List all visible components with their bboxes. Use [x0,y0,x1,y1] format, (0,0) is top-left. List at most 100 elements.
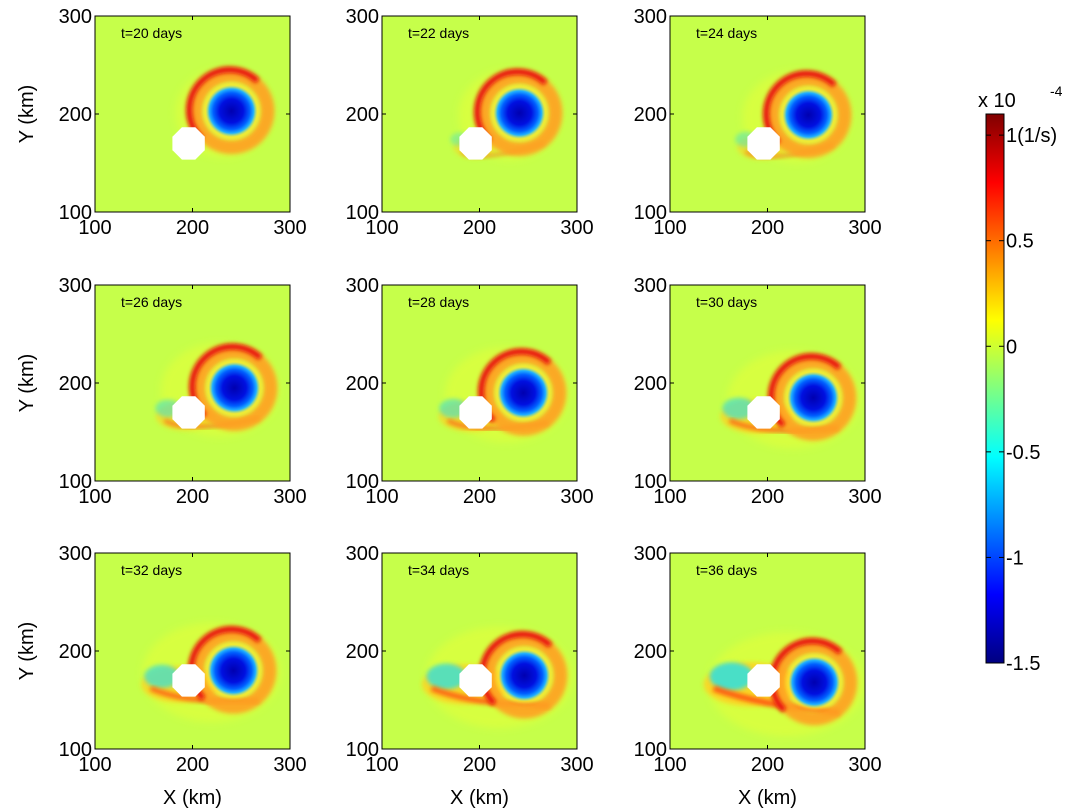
x-tick-label: 300 [273,754,306,776]
island-mark [172,127,205,160]
red-arc-mark [186,66,260,142]
vorticity-field [95,16,290,212]
colorbar-tick-label: -0.5 [1006,442,1040,464]
outer-ring-mark [191,344,278,431]
panel-time-label: t=24 days [696,25,757,41]
vorticity-field [382,285,577,481]
colorbar-multiplier: x 10 [978,90,1016,112]
wake-cyclone-mark [709,662,754,691]
colorbar-tick-label: 1(1/s) [1006,125,1057,147]
y-axis-label: Y (km) [16,85,38,144]
y-tick-label: 100 [346,202,379,224]
vorticity-field [95,553,290,749]
y-tick-label: 100 [59,739,92,761]
vorticity-field [670,553,865,749]
colorbar-tick-label: 0 [1006,336,1017,358]
panel-time-label: t=22 days [408,25,469,41]
x-tick-label: 300 [848,217,881,239]
x-tick-label: 200 [751,486,784,508]
eddy-core-mark [498,649,551,702]
x-tick-label: 300 [560,754,593,776]
y-tick-label: 200 [634,641,667,663]
y-tick-label: 300 [634,275,667,297]
x-tick-label: 300 [560,486,593,508]
x-tick-label: 300 [273,217,306,239]
panel-time-label: t=32 days [121,562,182,578]
x-tick-label: 200 [751,754,784,776]
panel-time-label: t=28 days [408,294,469,310]
vorticity-field [382,553,577,749]
island-mark [747,127,780,160]
y-tick-label: 200 [346,104,379,126]
y-tick-label: 200 [346,373,379,395]
y-tick-label: 100 [346,471,379,493]
y-tick-label: 100 [634,202,667,224]
wake-cyclone-mark [426,663,467,690]
x-tick-label: 100 [78,486,111,508]
x-tick-label: 100 [365,486,398,508]
y-tick-label: 300 [59,275,92,297]
panel-time-label: t=26 days [121,294,182,310]
x-tick-label: 300 [560,217,593,239]
colorbar: 1(1/s) 0.5 0 -0.5 -1 -1.5 x 10 -4 [978,83,1063,675]
y-tick-label: 300 [346,275,379,297]
colorbar-tick-label: -1.5 [1006,653,1040,675]
wake-cyclone-mark [722,397,756,420]
vorticity-field [382,16,577,212]
island-mark [747,664,780,697]
island-mark [172,396,205,429]
y-tick-label: 200 [59,104,92,126]
x-tick-label: 300 [848,486,881,508]
x-tick-label: 200 [463,217,496,239]
x-tick-label: 200 [176,217,209,239]
x-tick-label: 300 [848,754,881,776]
x-tick-label: 100 [365,754,398,776]
y-tick-label: 100 [59,202,92,224]
island-mark [459,396,492,429]
island-mark [172,664,205,697]
y-tick-label: 300 [59,543,92,565]
colorbar-tick-label: -1 [1006,547,1024,569]
x-tick-label: 200 [463,486,496,508]
y-tick-label: 100 [346,739,379,761]
y-tick-label: 300 [59,6,92,28]
eddy-core-mark [782,88,835,141]
red-arc-mark [474,68,548,144]
panel-time-label: t=20 days [121,25,182,41]
eddy-core-mark [208,361,261,414]
y-tick-label: 100 [634,739,667,761]
eddy-core-mark [788,656,841,709]
x-tick-label: 200 [176,486,209,508]
vorticity-field [95,285,290,481]
x-tick-label: 300 [273,486,306,508]
eddy-core-mark [787,371,840,424]
colorbar-gradient [985,113,1005,664]
x-tick-label: 100 [653,486,686,508]
x-tick-label: 100 [653,217,686,239]
y-tick-label: 300 [634,543,667,565]
x-tick-label: 100 [78,754,111,776]
y-tick-label: 200 [634,373,667,395]
red-arc-mark [768,638,843,713]
outer-ring-mark [480,349,567,436]
eddy-core-mark [497,366,550,419]
y-tick-label: 200 [346,641,379,663]
island-mark [459,127,492,160]
y-tick-label: 200 [59,373,92,395]
x-tick-label: 100 [365,217,398,239]
colorbar-multiplier-exponent: -4 [1050,83,1063,99]
y-axis-label: Y (km) [16,354,38,413]
x-axis-label: X (km) [163,787,222,809]
panel-time-label: t=30 days [696,294,757,310]
x-axis-label: X (km) [738,787,797,809]
outer-ring-mark [476,70,563,157]
colorbar-tick-label: 0.5 [1006,231,1034,253]
